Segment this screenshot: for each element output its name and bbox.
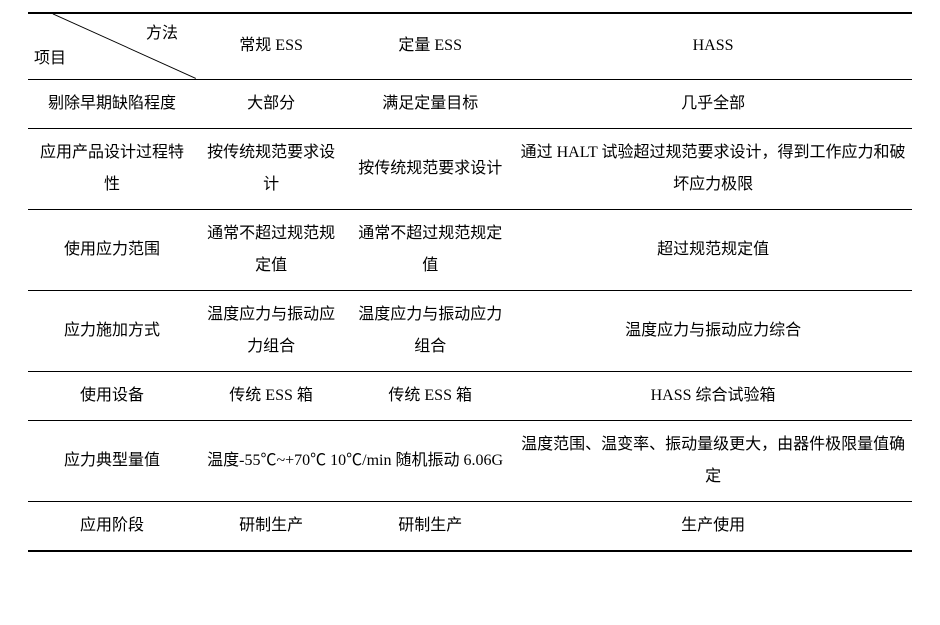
cell: 几乎全部 (514, 79, 912, 128)
cell: 研制生产 (196, 501, 346, 551)
cell: 满足定量目标 (346, 79, 514, 128)
row-label: 使用应力范围 (28, 209, 196, 290)
table-row: 应力典型量值 温度-55℃~+70℃ 10℃/min 随机振动 6.06G 温度… (28, 420, 912, 501)
col-header-0: 常规 ESS (196, 13, 346, 79)
table-row: 应力施加方式 温度应力与振动应力组合 温度应力与振动应力组合 温度应力与振动应力… (28, 290, 912, 371)
col-header-2: HASS (514, 13, 912, 79)
row-label: 使用设备 (28, 371, 196, 420)
table-row: 应用阶段 研制生产 研制生产 生产使用 (28, 501, 912, 551)
cell: 按传统规范要求设计 (346, 128, 514, 209)
cell-merged: 温度-55℃~+70℃ 10℃/min 随机振动 6.06G (196, 420, 514, 501)
cell: HASS 综合试验箱 (514, 371, 912, 420)
table-row: 使用应力范围 通常不超过规范规定值 通常不超过规范规定值 超过规范规定值 (28, 209, 912, 290)
cell: 传统 ESS 箱 (196, 371, 346, 420)
table-row: 使用设备 传统 ESS 箱 传统 ESS 箱 HASS 综合试验箱 (28, 371, 912, 420)
col-header-1: 定量 ESS (346, 13, 514, 79)
cell: 温度应力与振动应力综合 (514, 290, 912, 371)
cell: 超过规范规定值 (514, 209, 912, 290)
row-label: 应力典型量值 (28, 420, 196, 501)
row-label: 剔除早期缺陷程度 (28, 79, 196, 128)
table-row: 剔除早期缺陷程度 大部分 满足定量目标 几乎全部 (28, 79, 912, 128)
diag-label-bottom: 项目 (34, 43, 66, 75)
table-header-row: 方法 项目 常规 ESS 定量 ESS HASS (28, 13, 912, 79)
cell: 大部分 (196, 79, 346, 128)
cell: 通常不超过规范规定值 (346, 209, 514, 290)
cell: 温度应力与振动应力组合 (346, 290, 514, 371)
table-row: 应用产品设计过程特性 按传统规范要求设计 按传统规范要求设计 通过 HALT 试… (28, 128, 912, 209)
cell: 温度应力与振动应力组合 (196, 290, 346, 371)
row-label: 应力施加方式 (28, 290, 196, 371)
cell: 传统 ESS 箱 (346, 371, 514, 420)
row-label: 应用产品设计过程特性 (28, 128, 196, 209)
comparison-table: 方法 项目 常规 ESS 定量 ESS HASS 剔除早期缺陷程度 大部分 满足… (28, 12, 912, 552)
cell: 按传统规范要求设计 (196, 128, 346, 209)
cell: 生产使用 (514, 501, 912, 551)
cell: 研制生产 (346, 501, 514, 551)
cell: 通过 HALT 试验超过规范要求设计，得到工作应力和破坏应力极限 (514, 128, 912, 209)
diag-label-top: 方法 (146, 18, 178, 50)
cell: 通常不超过规范规定值 (196, 209, 346, 290)
diagonal-header-cell: 方法 项目 (28, 13, 196, 79)
cell: 温度范围、温变率、振动量级更大，由器件极限量值确定 (514, 420, 912, 501)
row-label: 应用阶段 (28, 501, 196, 551)
